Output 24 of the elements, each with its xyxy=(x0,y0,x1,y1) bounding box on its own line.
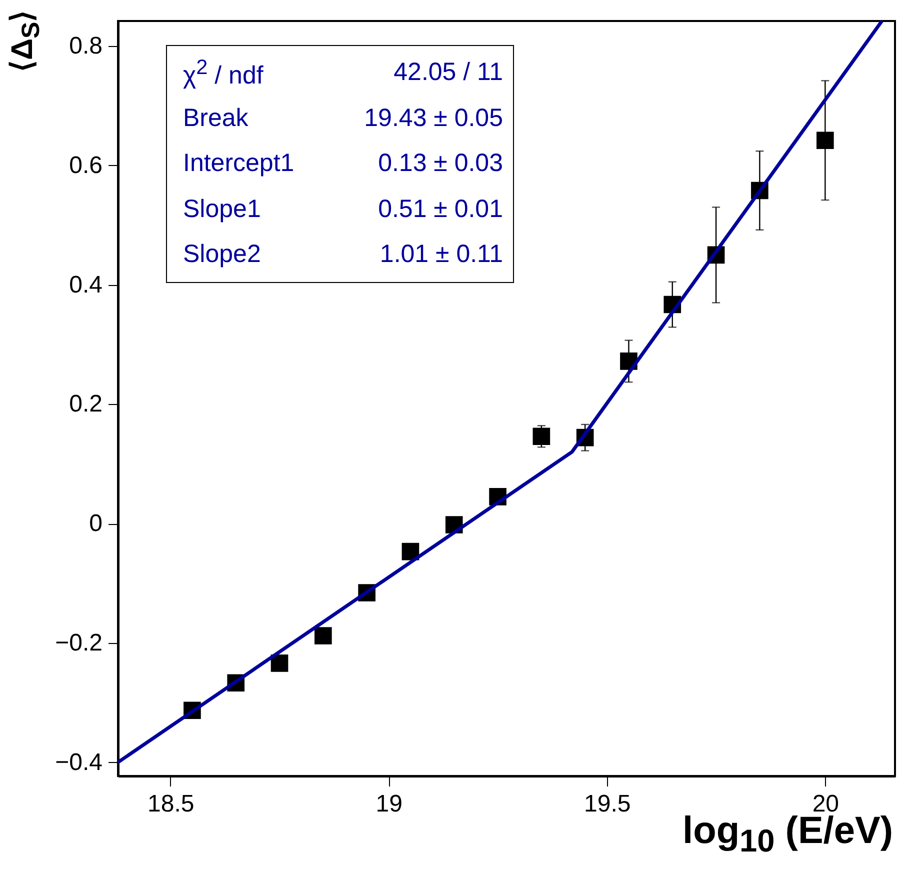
annotation: χ$^{2}$ / ndf xyxy=(183,56,264,90)
annotation: Break xyxy=(183,104,248,133)
y-tick-label: 0.8 xyxy=(69,32,102,60)
x-tick-label: 19 xyxy=(376,790,402,818)
y-tick-label: 0.6 xyxy=(69,152,102,179)
annotation: 1.01 ± 0.11 xyxy=(380,240,503,270)
x-tick-label: 18.5 xyxy=(148,790,194,818)
annotation: 0.13 ± 0.03 xyxy=(378,149,503,178)
point xyxy=(314,627,332,644)
annotation: Intercept1 xyxy=(183,149,294,178)
annotation: 19.43 ± 0.05 xyxy=(364,104,503,133)
point xyxy=(816,132,834,150)
annotation: Slope1 xyxy=(183,194,261,224)
point xyxy=(532,428,550,446)
y-tick-label: 0 xyxy=(89,510,102,538)
point xyxy=(270,654,288,672)
annotation: 0.51 ± 0.01 xyxy=(378,194,503,224)
y-tick-label: −0.2 xyxy=(55,629,102,656)
annotation: Slope2 xyxy=(183,240,261,270)
y-tick-label: 0.4 xyxy=(69,271,102,298)
annotation: 42.05 / 11 xyxy=(394,58,503,88)
y-tick-label: 0.2 xyxy=(69,390,102,418)
y-tick-label: −0.4 xyxy=(55,748,102,776)
x-tick-label: 19.5 xyxy=(584,790,631,818)
